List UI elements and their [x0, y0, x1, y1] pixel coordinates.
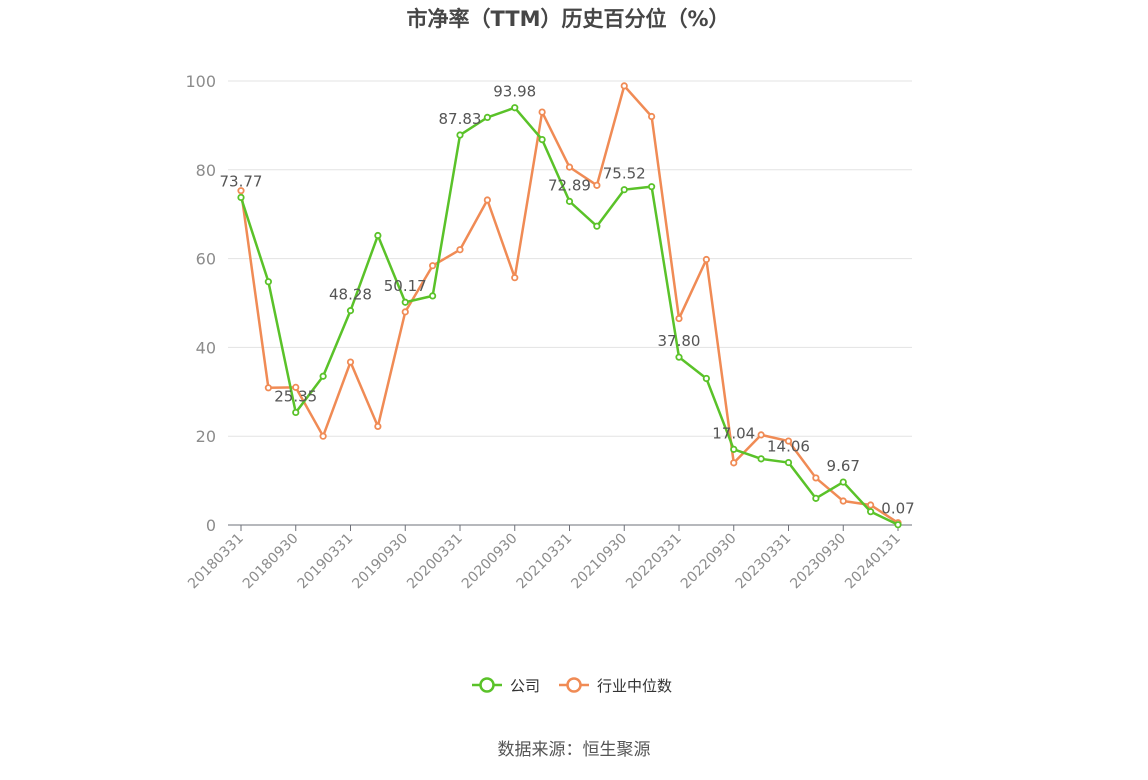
y-tick-label: 80	[196, 161, 216, 180]
data-point[interactable]	[374, 231, 382, 240]
data-label: 0.07	[881, 500, 914, 518]
x-tick-label: 20200930	[459, 531, 521, 593]
data-point[interactable]	[401, 308, 409, 316]
data-point[interactable]	[867, 508, 875, 516]
data-point[interactable]	[812, 474, 820, 482]
data-point[interactable]	[784, 458, 793, 467]
data-point[interactable]	[456, 246, 464, 254]
x-tick-label: 20180930	[240, 531, 302, 593]
series-line	[239, 84, 899, 524]
data-point[interactable]	[784, 437, 793, 445]
x-tick-label: 20180331	[185, 531, 247, 593]
x-tick-label: 20200331	[404, 531, 466, 593]
data-point[interactable]	[237, 187, 245, 195]
data-point[interactable]	[648, 112, 656, 121]
x-tick-label: 20230930	[787, 531, 849, 593]
data-label: 50.17	[384, 277, 427, 295]
x-tick-label: 20230331	[733, 531, 795, 593]
data-point[interactable]	[429, 262, 437, 270]
data-point[interactable]	[346, 307, 355, 315]
data-point[interactable]	[538, 136, 546, 144]
data-point[interactable]	[730, 459, 738, 467]
data-point[interactable]	[538, 108, 546, 116]
data-point[interactable]	[346, 358, 355, 366]
data-point[interactable]	[757, 455, 765, 463]
axes: 0 20 40 60 80 100 2018033120180930201903312019…	[185, 72, 912, 592]
data-label: 87.83	[439, 110, 482, 128]
y-tick-label: 100	[185, 72, 216, 91]
x-tick-label: 20210331	[514, 531, 576, 593]
data-point[interactable]	[264, 278, 272, 286]
data-point[interactable]	[757, 431, 765, 439]
y-tick-label: 60	[196, 250, 216, 269]
data-label: 93.98	[493, 83, 536, 101]
x-tick-label: 20190331	[295, 531, 357, 593]
data-point[interactable]	[675, 314, 683, 323]
data-point[interactable]	[292, 408, 300, 417]
y-tick-label: 20	[196, 427, 216, 446]
data-label: 72.89	[548, 176, 591, 194]
data-point[interactable]	[292, 383, 300, 391]
data-point[interactable]	[511, 274, 519, 282]
data-label: 73.77	[220, 172, 263, 190]
data-point[interactable]	[894, 521, 902, 529]
data-point[interactable]	[620, 186, 628, 194]
x-tick-label: 20240131	[842, 531, 904, 593]
legend-label: 公司	[510, 677, 540, 695]
legend-marker	[566, 677, 582, 693]
legend-marker	[479, 677, 495, 693]
data-label: 37.80	[658, 332, 701, 350]
legend[interactable]: 公司 行业中位数	[472, 677, 672, 695]
data-label: 9.67	[827, 457, 860, 475]
data-point[interactable]	[730, 445, 738, 453]
data-point[interactable]	[319, 432, 327, 440]
data-point[interactable]	[648, 183, 656, 191]
data-point[interactable]	[483, 196, 491, 204]
data-point[interactable]	[839, 497, 847, 505]
grid	[228, 80, 912, 437]
x-tick-label: 20220930	[678, 531, 740, 593]
data-label: 25.35	[274, 387, 317, 405]
data-label: 75.52	[603, 165, 646, 183]
data-point[interactable]	[565, 163, 574, 171]
data-point[interactable]	[483, 113, 491, 122]
series	[237, 82, 902, 529]
data-point[interactable]	[511, 104, 519, 112]
data-point[interactable]	[264, 384, 272, 392]
data-point[interactable]	[456, 131, 464, 139]
data-point[interactable]	[319, 372, 327, 380]
data-point[interactable]	[374, 422, 382, 431]
data-point[interactable]	[429, 292, 437, 300]
chart-title: 市净率（TTM）历史百分位（%）	[406, 7, 729, 31]
legend-item[interactable]: 行业中位数	[559, 677, 672, 695]
data-point[interactable]	[675, 353, 683, 361]
data-point[interactable]	[812, 494, 820, 502]
data-point[interactable]	[593, 222, 601, 230]
y-tick-label: 0	[206, 516, 216, 535]
legend-label: 行业中位数	[597, 677, 672, 695]
data-label: 14.06	[767, 438, 810, 456]
data-point[interactable]	[565, 197, 574, 205]
x-tick-label: 20220331	[623, 531, 685, 593]
data-point[interactable]	[702, 255, 710, 264]
data-label: 17.04	[712, 424, 755, 442]
data-point[interactable]	[620, 82, 628, 90]
data-point[interactable]	[867, 501, 875, 509]
data-point[interactable]	[593, 181, 601, 189]
y-tick-label: 40	[196, 338, 216, 357]
data-point[interactable]	[702, 374, 710, 383]
x-tick-label: 20190930	[349, 531, 411, 593]
x-tick-label: 20210930	[568, 531, 630, 593]
data-point[interactable]	[401, 298, 409, 306]
legend-item[interactable]: 公司	[472, 677, 540, 695]
data-point[interactable]	[237, 193, 245, 202]
source-text: 数据来源：恒生聚源	[498, 740, 651, 760]
data-point[interactable]	[839, 478, 847, 486]
data-labels: 73.77 25.35 48.28 50.17 87.83 93.98 72.89 75.52…	[220, 83, 915, 518]
data-label: 48.28	[329, 286, 372, 304]
